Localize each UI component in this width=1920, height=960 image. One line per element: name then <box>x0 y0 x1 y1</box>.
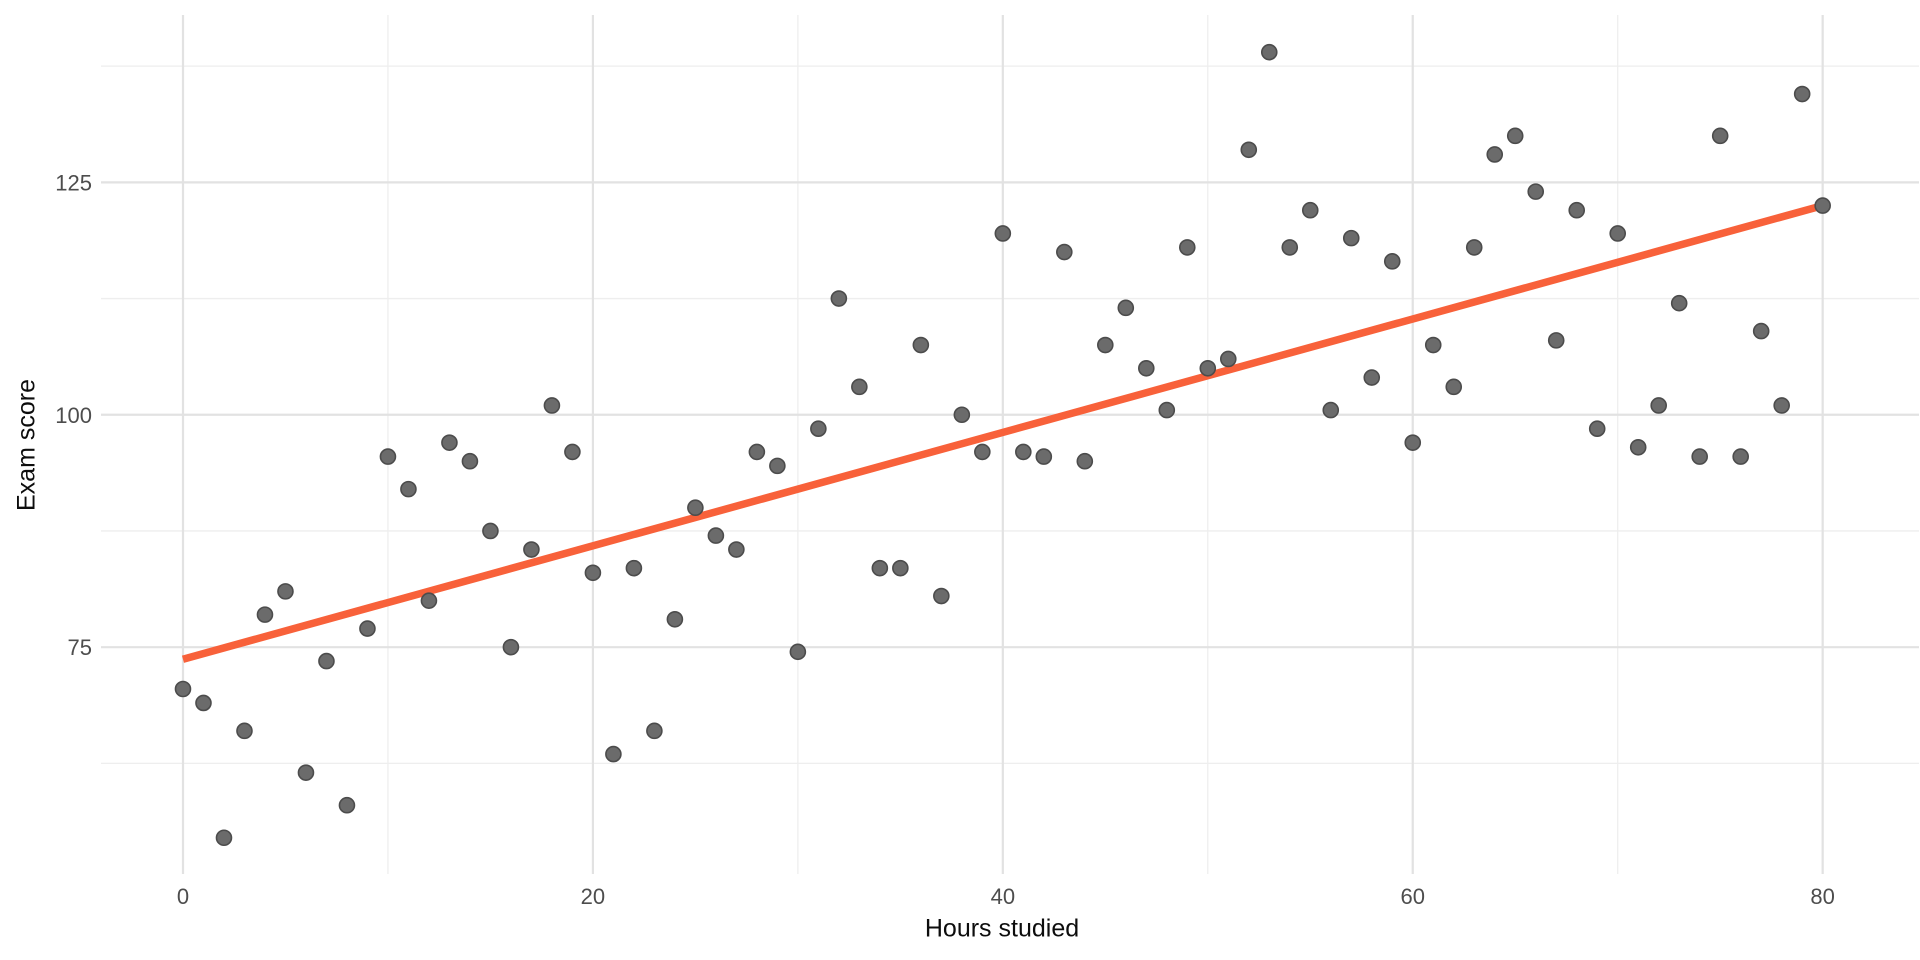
data-point <box>871 559 889 577</box>
y-tick-label: 125 <box>55 170 92 195</box>
data-point <box>1445 378 1463 396</box>
data-point <box>1240 141 1258 159</box>
data-point <box>1424 336 1442 354</box>
data-point <box>1178 239 1196 256</box>
data-point <box>1158 401 1176 419</box>
data-point <box>1035 448 1053 465</box>
data-point <box>994 225 1012 242</box>
data-point <box>1056 243 1073 261</box>
data-point <box>584 564 602 582</box>
data-point <box>338 796 356 814</box>
data-point <box>1097 336 1114 354</box>
data-point <box>1752 322 1770 340</box>
data-point <box>646 722 663 740</box>
y-tick-label: 100 <box>55 403 92 428</box>
data-point <box>543 397 561 414</box>
data-point <box>1137 359 1155 377</box>
data-point <box>236 722 253 740</box>
data-point <box>1486 146 1504 163</box>
data-point <box>1015 443 1032 461</box>
data-point <box>1404 434 1422 451</box>
data-point <box>564 443 581 461</box>
data-point <box>379 448 397 465</box>
data-point <box>297 764 315 781</box>
data-point <box>1547 332 1565 349</box>
data-point <box>1342 229 1360 247</box>
x-tick-label: 0 <box>177 884 189 909</box>
data-point <box>1465 239 1483 256</box>
data-point <box>687 499 704 517</box>
data-point <box>707 527 725 544</box>
data-point <box>1260 43 1278 61</box>
data-point <box>256 606 274 623</box>
data-point <box>974 443 991 461</box>
data-point <box>748 443 766 461</box>
data-point <box>482 522 499 540</box>
data-point <box>1650 397 1668 414</box>
data-point <box>1383 253 1401 270</box>
x-tick-label: 80 <box>1810 884 1834 909</box>
data-point <box>1588 420 1606 437</box>
data-point <box>277 583 294 600</box>
x-tick-label: 60 <box>1401 884 1425 909</box>
data-point <box>810 420 827 437</box>
x-axis-tick-labels: 0 20 40 60 80 <box>177 884 1835 909</box>
data-point <box>461 452 479 470</box>
data-point <box>1568 201 1586 219</box>
data-point <box>1670 294 1688 312</box>
data-point <box>318 652 335 670</box>
data-point <box>502 638 520 656</box>
regression-line <box>181 201 1824 663</box>
data-point <box>769 457 786 475</box>
data-point <box>1691 448 1708 465</box>
data-point <box>400 480 417 498</box>
data-point <box>1793 85 1811 103</box>
y-axis-tick-labels: 75 100 125 <box>55 170 92 660</box>
data-point <box>420 592 438 609</box>
data-point <box>789 643 807 661</box>
data-point <box>892 559 909 577</box>
data-point <box>1219 350 1237 368</box>
data-point <box>215 829 233 847</box>
data-point <box>523 541 540 558</box>
x-axis-title: Hours studied <box>924 914 1080 943</box>
data-point <box>359 620 376 637</box>
data-point <box>666 610 684 628</box>
y-tick-label: 75 <box>68 635 92 660</box>
data-point <box>1773 397 1790 414</box>
data-point <box>1117 299 1135 317</box>
data-point <box>933 587 950 605</box>
data-point <box>1629 438 1647 456</box>
data-point <box>174 680 192 698</box>
data-point <box>851 378 868 396</box>
data-point <box>1301 201 1319 219</box>
data-point <box>912 336 930 354</box>
data-point <box>728 541 745 558</box>
data-point <box>1281 239 1299 256</box>
data-point <box>1363 369 1381 386</box>
x-tick-label: 20 <box>581 884 605 909</box>
data-point <box>1199 359 1217 377</box>
data-point <box>605 745 622 763</box>
data-point <box>1732 448 1749 465</box>
data-point <box>1506 127 1524 145</box>
data-point <box>1322 401 1340 419</box>
data-point <box>830 290 848 307</box>
grid-major <box>101 15 1919 874</box>
data-point <box>1609 225 1627 242</box>
x-tick-label: 40 <box>991 884 1015 909</box>
data-point <box>953 406 971 424</box>
data-point <box>1711 127 1729 145</box>
y-axis-title: Exam score <box>12 379 41 511</box>
data-point <box>195 694 212 712</box>
data-point <box>1527 183 1545 200</box>
data-point <box>441 434 458 451</box>
data-point <box>1814 197 1831 214</box>
grid-minor <box>101 15 1919 874</box>
data-points <box>174 43 1831 847</box>
data-point <box>625 559 643 577</box>
data-point <box>1076 452 1094 470</box>
